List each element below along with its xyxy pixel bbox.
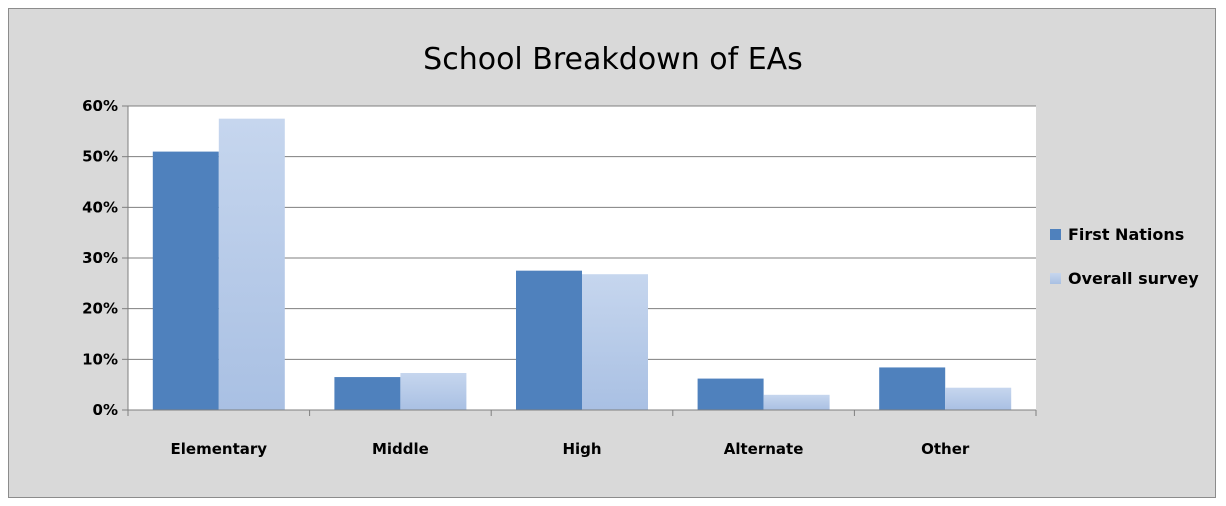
y-tick-label: 50% — [82, 148, 118, 166]
y-tick-label: 60% — [82, 97, 118, 115]
x-tick-label: Elementary — [171, 440, 268, 458]
bar-first-nations — [152, 151, 219, 410]
bar-overall-survey — [763, 394, 830, 410]
bar-overall-survey — [582, 274, 648, 410]
bar-first-nations — [516, 270, 582, 410]
y-tick-label: 10% — [82, 350, 118, 368]
chart-svg: School Breakdown of EAs 0% 10% 20% 30% 40% 50… — [82, 42, 1199, 458]
bar-overall-survey — [400, 373, 467, 410]
x-tick-label: Alternate — [724, 440, 804, 458]
y-tick-label: 30% — [82, 249, 118, 267]
x-tick-label: High — [562, 440, 601, 458]
bar-overall-survey — [218, 118, 285, 411]
legend-swatch — [1050, 273, 1061, 284]
bar-first-nations — [879, 367, 946, 410]
y-tick-label: 0% — [93, 401, 118, 419]
chart-title: School Breakdown of EAs — [423, 42, 803, 77]
bar-first-nations — [697, 378, 764, 410]
legend-label: Overall survey — [1068, 269, 1199, 288]
chart-frame: School Breakdown of EAs 0% 10% 20% 30% 40% 50… — [8, 8, 1216, 498]
bar-first-nations — [334, 377, 401, 410]
y-tick-label: 40% — [82, 198, 118, 216]
bar-overall-survey — [945, 387, 1012, 410]
x-tick-label: Other — [921, 440, 970, 458]
legend-label: First Nations — [1068, 225, 1184, 244]
y-tick-label: 20% — [82, 300, 118, 318]
legend-swatch — [1050, 229, 1061, 240]
x-tick-label: Middle — [372, 440, 429, 458]
